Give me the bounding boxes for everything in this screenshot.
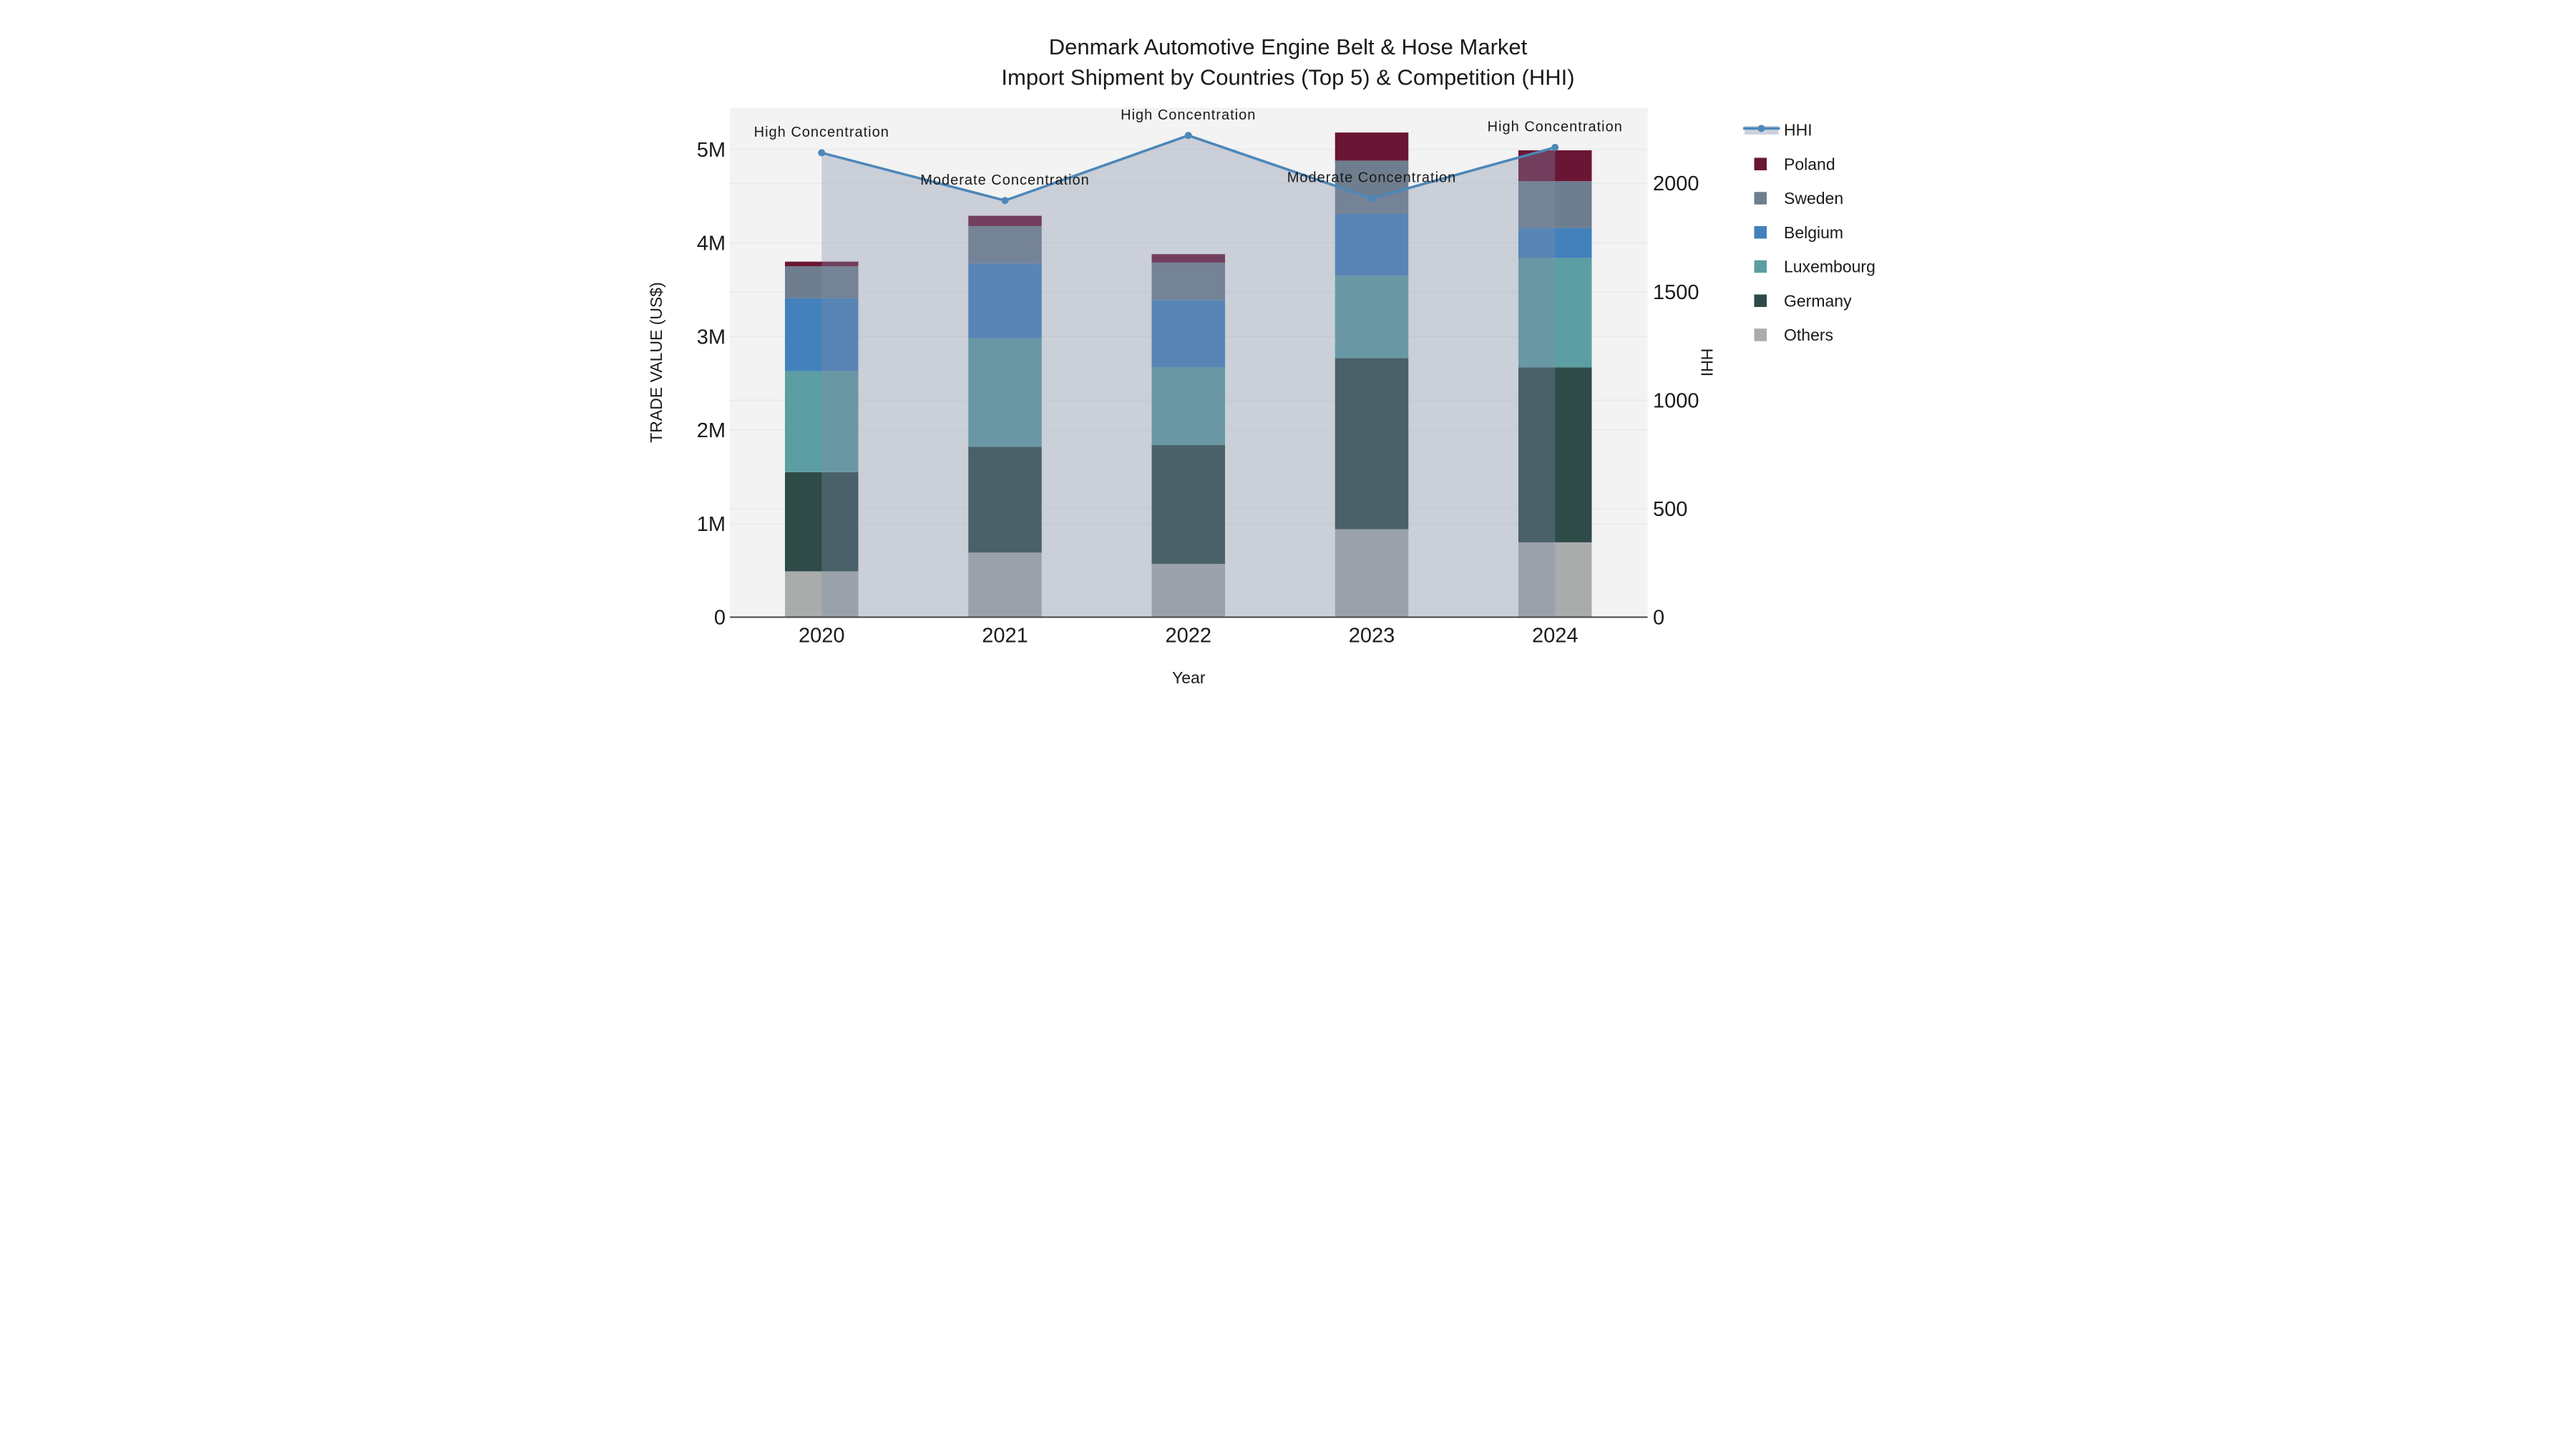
bar-segment-2022-poland[interactable] bbox=[1151, 254, 1226, 263]
chart-title-line2: Import Shipment by Countries (Top 5) & C… bbox=[1001, 65, 1574, 90]
y-right-axis-title: HHI bbox=[1698, 348, 1717, 377]
hhi-point-2022[interactable] bbox=[1184, 132, 1192, 140]
y-left-tick-3M: 3M bbox=[697, 326, 726, 348]
legend-item-germany[interactable]: Germany bbox=[1754, 291, 1853, 310]
bar-segment-2023-belgium[interactable] bbox=[1335, 213, 1409, 276]
y-right-tick-1500: 1500 bbox=[1653, 281, 1699, 304]
figure-container: High Concentration Moderate Concentration… bbox=[644, 0, 1932, 725]
bar-segment-2020-luxembourg[interactable] bbox=[785, 371, 859, 472]
annotation-2022: High Concentration bbox=[1121, 107, 1256, 123]
y-left-tick-1M: 1M bbox=[697, 513, 726, 536]
legend-item-hhi[interactable]: HHI bbox=[1743, 121, 1813, 140]
x-axis-title: Year bbox=[1172, 668, 1206, 687]
bar-segment-2024-germany[interactable] bbox=[1518, 367, 1592, 542]
bar-segment-2022-luxembourg[interactable] bbox=[1151, 367, 1226, 445]
annotation-2023: Moderate Concentration bbox=[1287, 170, 1457, 186]
y-left-tick-4M: 4M bbox=[697, 233, 726, 255]
legend-swatch-luxembourg bbox=[1754, 260, 1767, 273]
bar-segment-2023-poland[interactable] bbox=[1335, 132, 1409, 161]
x-tick-2020: 2020 bbox=[799, 625, 845, 648]
hhi-point-2024[interactable] bbox=[1551, 143, 1559, 151]
bars bbox=[785, 132, 1592, 618]
legend-label-poland: Poland bbox=[1784, 155, 1835, 173]
legend-item-belgium[interactable]: Belgium bbox=[1754, 223, 1844, 242]
annotation-2020: High Concentration bbox=[754, 125, 889, 140]
bar-segment-2021-germany[interactable] bbox=[968, 447, 1042, 553]
legend-label-hhi: HHI bbox=[1784, 121, 1813, 140]
legend-item-luxembourg[interactable]: Luxembourg bbox=[1754, 258, 1875, 276]
hhi-point-2021[interactable] bbox=[1001, 197, 1009, 205]
bar-segment-2021-others[interactable] bbox=[968, 552, 1042, 618]
legend-item-others[interactable]: Others bbox=[1754, 326, 1834, 344]
x-tick-2023: 2023 bbox=[1349, 625, 1395, 648]
bar-segment-2023-sweden[interactable] bbox=[1335, 160, 1409, 214]
bar-segment-2023-germany[interactable] bbox=[1335, 358, 1409, 530]
bar-segment-2022-belgium[interactable] bbox=[1151, 300, 1226, 368]
legend-label-belgium: Belgium bbox=[1784, 223, 1843, 242]
y-left-tick-5M: 5M bbox=[697, 139, 726, 162]
hhi-point-2020[interactable] bbox=[818, 149, 826, 157]
x-tick-2022: 2022 bbox=[1165, 625, 1211, 648]
bar-segment-2024-luxembourg[interactable] bbox=[1518, 258, 1592, 368]
bar-segment-2020-belgium[interactable] bbox=[785, 298, 859, 371]
y-right-tick-1000: 1000 bbox=[1653, 389, 1699, 412]
bar-segment-2023-luxembourg[interactable] bbox=[1335, 275, 1409, 358]
bar-segment-2021-belgium[interactable] bbox=[968, 263, 1042, 338]
legend-label-others: Others bbox=[1784, 326, 1833, 344]
y-left-axis-title: TRADE VALUE (US$) bbox=[647, 282, 665, 443]
legend-item-sweden[interactable]: Sweden bbox=[1754, 189, 1844, 208]
bar-segment-2022-germany[interactable] bbox=[1151, 444, 1226, 564]
legend: HHI Poland Sweden Belgium Luxembourg Germany O… bbox=[1743, 121, 1875, 344]
legend-swatch-others bbox=[1754, 328, 1767, 341]
chart-canvas: High Concentration Moderate Concentration… bbox=[647, 34, 1875, 687]
bar-segment-2022-sweden[interactable] bbox=[1151, 262, 1226, 301]
bar-segment-2020-others[interactable] bbox=[785, 571, 859, 618]
bar-segment-2021-luxembourg[interactable] bbox=[968, 338, 1042, 447]
legend-label-germany: Germany bbox=[1784, 291, 1852, 310]
legend-swatch-belgium bbox=[1754, 226, 1767, 239]
y-left-tick-2M: 2M bbox=[697, 419, 726, 442]
tick-labels: 0 1M 2M 3M 4M 5M 0 500 1000 1500 2000 2020 2021 2022 2… bbox=[697, 139, 1699, 648]
bar-segment-2022-others[interactable] bbox=[1151, 563, 1226, 618]
bar-segment-2024-sweden[interactable] bbox=[1518, 181, 1592, 228]
bar-segment-2023-others[interactable] bbox=[1335, 529, 1409, 618]
bar-segment-2024-belgium[interactable] bbox=[1518, 228, 1592, 258]
bar-segment-2020-germany[interactable] bbox=[785, 472, 859, 572]
bar-segment-2020-poland[interactable] bbox=[785, 261, 859, 267]
legend-hhi-marker-icon bbox=[1757, 125, 1765, 132]
legend-item-poland[interactable]: Poland bbox=[1754, 155, 1835, 173]
y-right-tick-2000: 2000 bbox=[1653, 172, 1699, 195]
hhi-point-2023[interactable] bbox=[1368, 195, 1375, 203]
x-tick-2021: 2021 bbox=[982, 625, 1028, 648]
legend-swatch-sweden bbox=[1754, 192, 1767, 205]
legend-swatch-germany bbox=[1754, 294, 1767, 307]
legend-swatch-poland bbox=[1754, 157, 1767, 170]
legend-label-sweden: Sweden bbox=[1784, 189, 1843, 208]
bar-segment-2021-sweden[interactable] bbox=[968, 225, 1042, 264]
y-right-tick-0: 0 bbox=[1653, 607, 1664, 630]
annotation-2021: Moderate Concentration bbox=[920, 172, 1090, 188]
legend-label-luxembourg: Luxembourg bbox=[1784, 258, 1875, 276]
bar-segment-2021-poland[interactable] bbox=[968, 215, 1042, 226]
chart-title-line1: Denmark Automotive Engine Belt & Hose Ma… bbox=[1049, 34, 1528, 59]
bar-segment-2020-sweden[interactable] bbox=[785, 266, 859, 298]
y-right-tick-500: 500 bbox=[1653, 498, 1687, 521]
y-left-tick-0: 0 bbox=[714, 607, 726, 630]
bar-segment-2024-others[interactable] bbox=[1518, 542, 1592, 618]
hhi-area-fill bbox=[821, 135, 1556, 618]
x-tick-2024: 2024 bbox=[1532, 625, 1579, 648]
annotation-2024: High Concentration bbox=[1488, 119, 1623, 135]
